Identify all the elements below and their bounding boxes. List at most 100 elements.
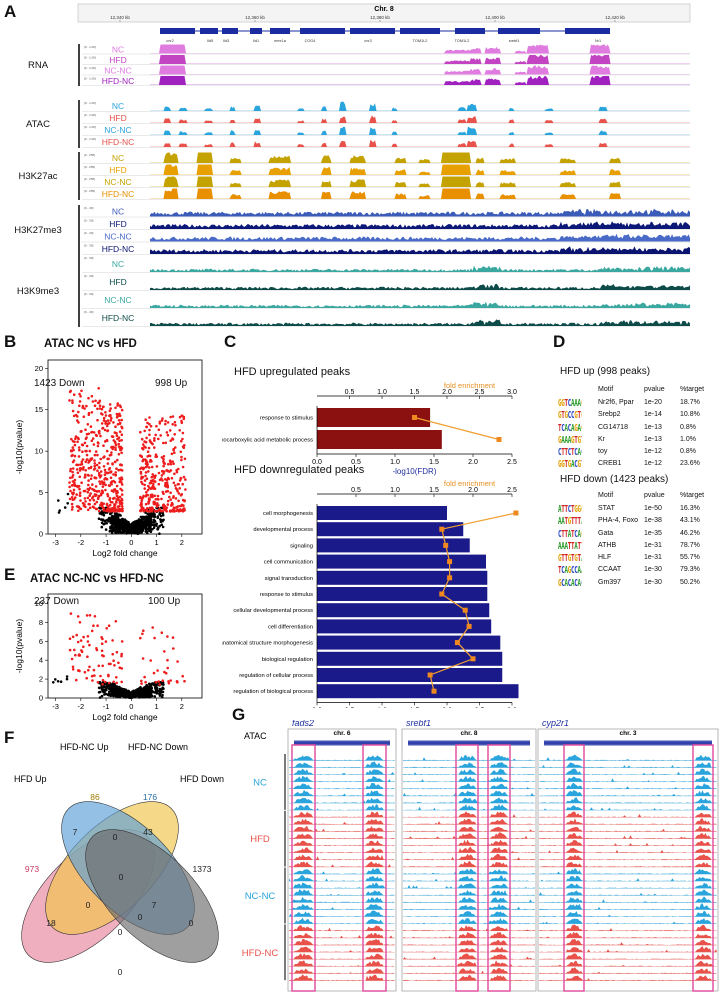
- data-point: [118, 477, 121, 480]
- data-point: [144, 502, 148, 506]
- data-point: [102, 654, 105, 658]
- data-point: [83, 489, 87, 493]
- fold-enrichment-label: fold enrichment: [444, 479, 496, 488]
- data-point: [143, 479, 147, 482]
- data-point: [183, 679, 186, 683]
- data-point: [120, 654, 123, 658]
- atac-signal: [539, 896, 717, 903]
- data-point: [105, 519, 108, 522]
- data-point: [98, 506, 101, 510]
- data-point: [160, 497, 163, 501]
- data-point: [116, 402, 120, 405]
- track-signal: [150, 233, 690, 242]
- data-point: [153, 523, 157, 527]
- track-label: NC: [112, 153, 124, 163]
- data-point: [109, 507, 113, 511]
- data-point: [161, 693, 164, 697]
- go-bar: [317, 554, 486, 569]
- motif-table-down: Motif pvalue %target ATTCTGGGAA STAT 1e-50 16.…: [558, 492, 727, 590]
- data-point: [117, 442, 120, 446]
- data-point: [150, 687, 153, 690]
- data-point: [114, 425, 117, 428]
- motif-table-up: Motif pvalue %target GGTCAAAGGTCA Nr2f6, Ppa…: [558, 386, 727, 472]
- go-bar: [317, 506, 447, 520]
- atac-signal: [289, 755, 395, 761]
- data-point: [63, 506, 67, 509]
- data-point: [146, 493, 149, 497]
- data-point: [87, 483, 90, 487]
- panel-label-g: G: [232, 705, 246, 724]
- data-point: [68, 648, 72, 652]
- data-point: [74, 435, 78, 438]
- data-point: [176, 508, 179, 511]
- data-point: [97, 471, 101, 475]
- atac-signal: [403, 917, 535, 924]
- top-tick-label: 2.0: [468, 487, 478, 494]
- gene-block: [565, 28, 610, 34]
- fold-enrichment-point: [496, 437, 502, 442]
- data-point: [70, 508, 74, 511]
- data-point: [120, 521, 124, 525]
- motif-row: TCAGCCAATCAC CCAAT 1e-30 79.3%: [558, 565, 727, 577]
- data-point: [72, 393, 76, 396]
- data-point: [71, 446, 75, 449]
- venn-count: 973: [25, 864, 39, 874]
- data-point: [138, 691, 142, 695]
- data-point: [107, 687, 111, 691]
- data-point: [174, 484, 177, 487]
- data-point: [105, 688, 108, 692]
- data-point: [78, 487, 81, 491]
- top-tick-label: 2.0: [442, 389, 452, 396]
- data-point: [75, 493, 78, 496]
- data-point: [101, 685, 105, 688]
- data-point: [70, 502, 74, 506]
- motif-logo: GTTGTGTAAC: [558, 553, 582, 565]
- bottom-tick-label: 1.0: [390, 459, 400, 466]
- fold-enrichment-point: [466, 623, 472, 629]
- atac-signal: [403, 875, 535, 882]
- data-point: [72, 488, 76, 492]
- data-point: [151, 442, 154, 446]
- data-point: [149, 440, 152, 444]
- atac-signal: [539, 862, 717, 868]
- motif-logo: ATTCTGGGAA: [558, 504, 582, 515]
- data-point: [107, 662, 111, 666]
- data-point: [112, 473, 115, 476]
- track-label: NC-NC: [104, 65, 131, 75]
- go-term-label: regulation of cellular process: [239, 673, 313, 679]
- data-point: [175, 468, 178, 472]
- data-point: [115, 650, 119, 654]
- bottom-tick-label: 0.0: [312, 459, 322, 466]
- data-point: [150, 475, 154, 479]
- atac-signal: [403, 853, 535, 860]
- data-point: [142, 687, 146, 691]
- data-point: [169, 462, 173, 466]
- data-point: [144, 471, 148, 474]
- track-range: [0 - 1.00]: [84, 113, 96, 117]
- data-point: [111, 528, 114, 531]
- data-point: [149, 515, 153, 518]
- bottom-tick-label: 2.5: [507, 459, 517, 466]
- data-point: [124, 692, 128, 695]
- plot-frame: [47, 359, 203, 535]
- data-point: [145, 464, 149, 468]
- data-point: [139, 530, 142, 533]
- motif-row: TCACAGAGGGGT CG14718 1e-13 0.8%: [558, 423, 727, 435]
- data-point: [79, 499, 82, 502]
- data-point: [179, 477, 183, 480]
- data-point: [77, 455, 81, 458]
- data-point: [144, 519, 147, 522]
- data-point: [176, 489, 179, 493]
- data-point: [85, 404, 88, 408]
- venn-count: 0: [118, 967, 123, 977]
- data-point: [71, 498, 75, 501]
- data-point: [161, 513, 165, 517]
- go-term-label: response to stimulus: [260, 592, 313, 598]
- data-point: [74, 437, 77, 441]
- data-point: [152, 518, 156, 522]
- data-point: [149, 424, 153, 428]
- data-point: [164, 478, 167, 481]
- data-point: [157, 428, 161, 432]
- track-range: [0 - 1.00]: [84, 66, 96, 70]
- data-point: [57, 511, 61, 514]
